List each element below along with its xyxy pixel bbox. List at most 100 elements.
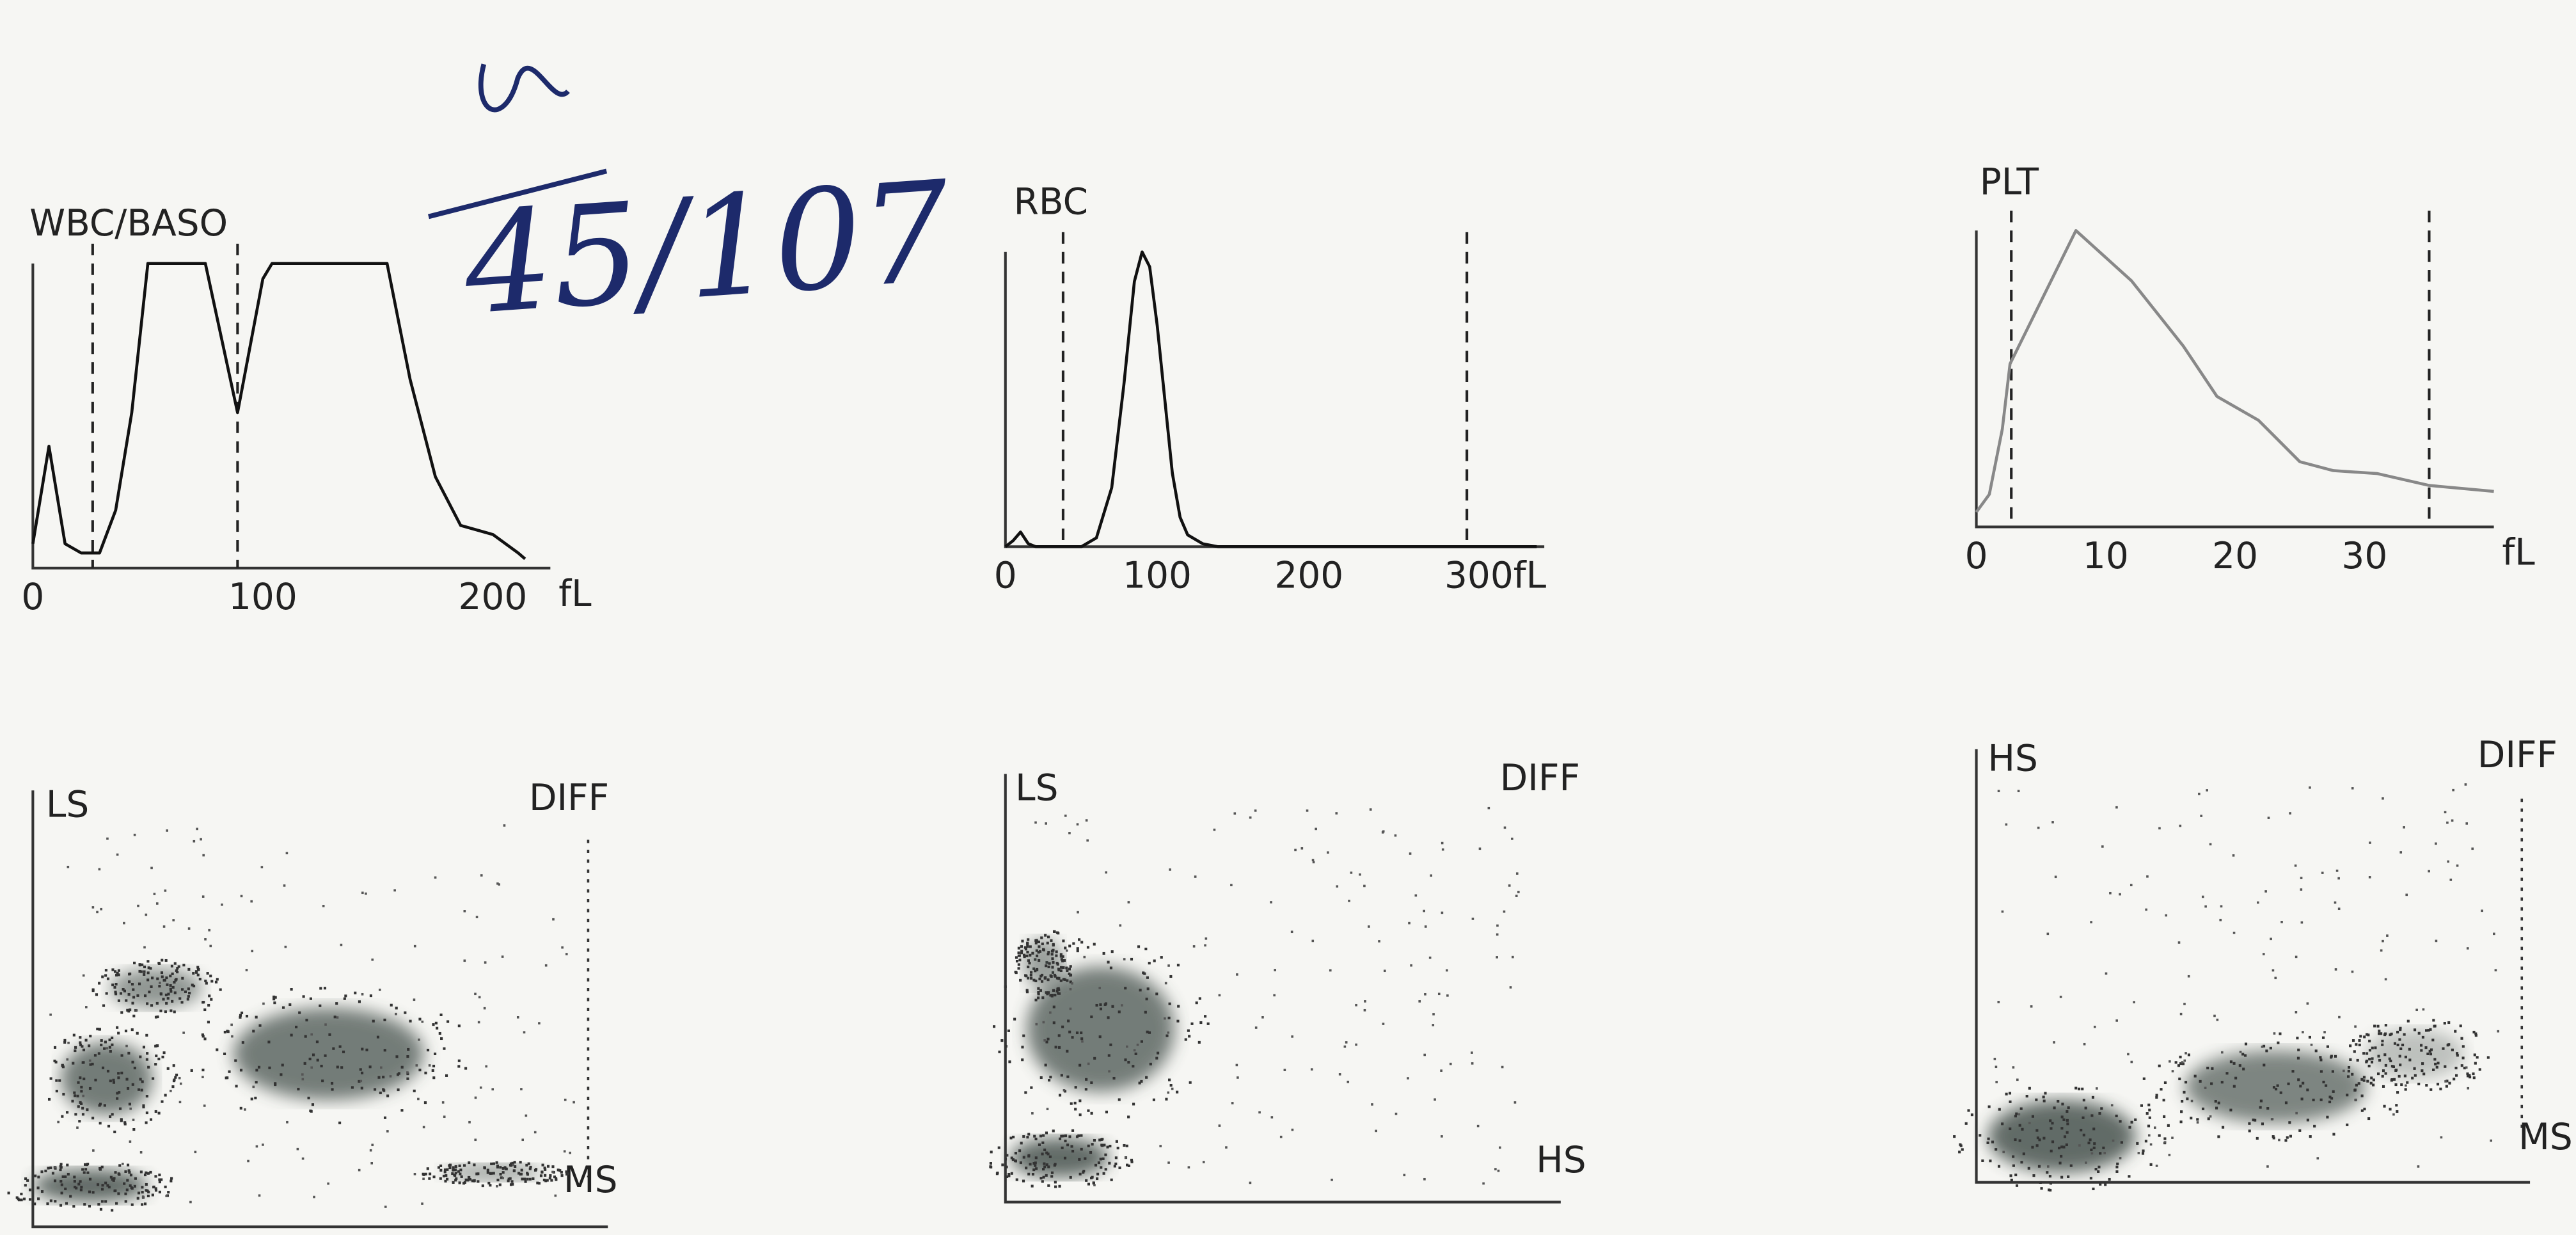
dot [2464, 783, 2467, 786]
dot [466, 1179, 470, 1182]
dot [104, 974, 107, 977]
dot [157, 1112, 161, 1115]
dot [47, 1167, 50, 1170]
dot [1047, 951, 1050, 954]
dot [136, 1032, 139, 1035]
dot [1110, 1178, 1113, 1181]
dot [424, 1172, 427, 1175]
dot [1001, 1163, 1004, 1167]
dot [37, 1175, 40, 1179]
dot [383, 1116, 387, 1119]
dot [2051, 1122, 2054, 1125]
dot [498, 883, 501, 886]
dot [1027, 1172, 1031, 1175]
dot [2043, 1136, 2046, 1140]
dot [2299, 1085, 2302, 1088]
dot [1441, 848, 1444, 851]
dot [1063, 1156, 1067, 1159]
dot [139, 1055, 142, 1058]
dot [49, 1166, 52, 1170]
dot [992, 1025, 996, 1028]
dot [322, 905, 325, 907]
dot [61, 1115, 64, 1118]
dot [97, 1203, 100, 1206]
dot [59, 1163, 63, 1166]
dot [1102, 1172, 1105, 1175]
dot [2337, 877, 2340, 880]
dot [2119, 1120, 2122, 1123]
dot [569, 1151, 571, 1154]
dot [1059, 953, 1063, 956]
dot [2413, 1067, 2416, 1070]
dot [453, 1174, 456, 1177]
dot [2472, 1072, 2475, 1076]
dot [995, 1172, 999, 1175]
dot [2167, 1124, 2170, 1127]
dot [2149, 1143, 2153, 1146]
dot [2447, 860, 2449, 863]
dot [509, 1163, 512, 1167]
dot [1199, 1021, 1203, 1024]
dot [501, 955, 504, 958]
dot [164, 889, 167, 892]
dot [2115, 1170, 2119, 1173]
dot [537, 1182, 541, 1185]
dot [2062, 1145, 2066, 1149]
dot [1062, 966, 1065, 969]
cluster [61, 1042, 153, 1115]
dot [128, 1103, 131, 1106]
dot [2300, 921, 2303, 924]
dot [2027, 1167, 2030, 1170]
dot [2163, 1141, 2167, 1143]
dot [127, 1051, 130, 1055]
dot [297, 1087, 300, 1091]
dot [460, 1175, 463, 1178]
dot [1423, 1177, 1426, 1181]
dot [55, 1079, 58, 1082]
dot [1050, 939, 1053, 942]
dot [187, 987, 190, 991]
dot [1037, 996, 1040, 1000]
dot [1487, 806, 1490, 809]
dot [459, 1172, 462, 1175]
dot [485, 1065, 487, 1068]
dot [133, 961, 136, 964]
dot [234, 1059, 237, 1062]
dot [565, 953, 568, 955]
dot [2265, 1049, 2268, 1053]
dot [118, 1164, 122, 1167]
dot [34, 1174, 37, 1177]
dot [468, 1120, 471, 1124]
dot [1004, 985, 1007, 988]
dot [2319, 1070, 2323, 1073]
dot [1017, 946, 1020, 950]
dot [129, 1174, 133, 1177]
dot [2009, 1100, 2012, 1103]
dot [2460, 1064, 2463, 1067]
dot [2256, 1136, 2259, 1140]
dot [1997, 1165, 2001, 1168]
dot [2334, 968, 2337, 971]
dot [437, 1166, 441, 1169]
dot [1146, 987, 1150, 991]
dot [1049, 1076, 1052, 1079]
dot [2266, 1107, 2270, 1110]
dot [201, 1035, 205, 1038]
dot [268, 1066, 271, 1069]
dot [136, 1197, 139, 1200]
dot [79, 1041, 82, 1044]
dot [171, 985, 175, 989]
dot [1109, 1144, 1112, 1148]
dot [301, 1157, 304, 1160]
dot [60, 1183, 63, 1186]
dot [1119, 924, 1122, 927]
dot [1039, 1177, 1043, 1180]
dot [153, 893, 156, 895]
dot [1105, 1110, 1109, 1113]
dot [108, 1046, 111, 1049]
dot [1109, 1043, 1112, 1046]
dot [479, 1086, 482, 1089]
dot [106, 977, 110, 980]
dot [161, 975, 164, 978]
dot [443, 1170, 446, 1174]
